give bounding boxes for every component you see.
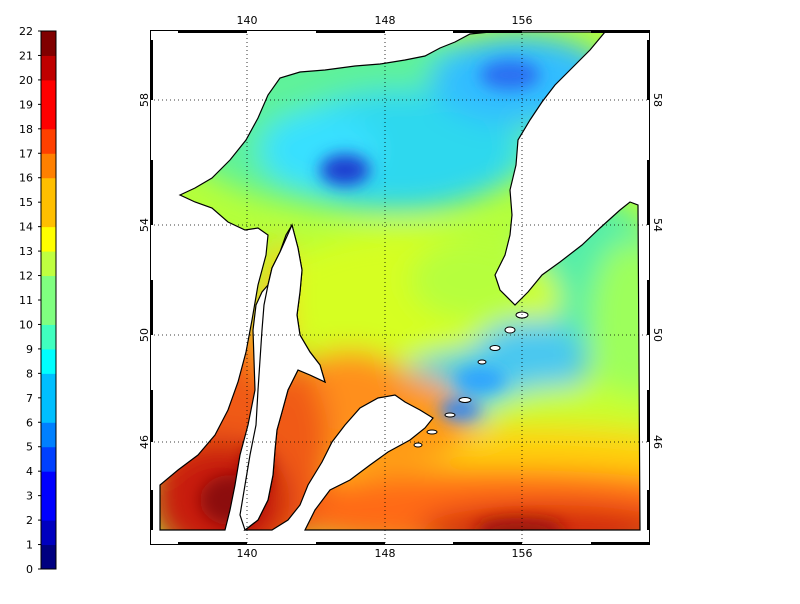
colorbar-tick-label: 4: [26, 465, 33, 478]
colorbar-tick-label: 7: [26, 392, 33, 405]
lat-tick-right-50: 50: [651, 328, 664, 342]
colorbar-tick-label: 13: [19, 245, 33, 258]
colorbar-tick-label: 3: [26, 490, 33, 503]
sakhalin-island: [239, 223, 326, 531]
lat-tick-right-54: 54: [651, 218, 664, 232]
colorbar-swatch: [41, 153, 56, 179]
colorbar-swatch: [41, 471, 56, 497]
colorbar-tick-label: 22: [19, 25, 33, 38]
colorbar-swatch: [41, 324, 56, 350]
lon-tick-bottom-148: 148: [375, 547, 396, 560]
colorbar-swatch: [41, 55, 56, 81]
colorbar-swatch: [41, 446, 56, 472]
map-svg: [150, 30, 650, 545]
colorbar-tick-label: 18: [19, 123, 33, 136]
colorbar-tick-label: 11: [19, 294, 33, 307]
colorbar-tick-label: 9: [26, 343, 33, 356]
colorbar: 22 21 20 19 18 17 16 15 14 13 12 11 10 9 8 7 6 5 4 3 2 1 0: [0, 0, 80, 600]
colorbar-tick-label: 21: [19, 49, 33, 62]
map-panel: [150, 30, 650, 545]
lon-tick-top-148: 148: [375, 14, 396, 27]
colorbar-tick-label: 16: [19, 172, 33, 185]
colorbar-swatch: [41, 495, 56, 521]
colorbar-swatch: [41, 104, 56, 130]
frame-ticks: [150, 30, 650, 545]
grid-lines: [150, 30, 650, 545]
lon-tick-top-140: 140: [237, 14, 258, 27]
colorbar-tick-label: 12: [19, 270, 33, 283]
colorbar-swatch: [41, 373, 56, 399]
colorbar-swatch: [41, 251, 56, 277]
colorbar-tick-label: 6: [26, 416, 33, 429]
colorbar-tick-label: 8: [26, 367, 33, 380]
colorbar-tick-label: 20: [19, 74, 33, 87]
lon-tick-bottom-156: 156: [512, 547, 533, 560]
colorbar-tick-label: 1: [26, 539, 33, 552]
colorbar-swatch: [41, 177, 56, 203]
colorbar-tick-label: 2: [26, 514, 33, 527]
colorbar-swatch: [41, 226, 56, 252]
colorbar-swatch: [41, 128, 56, 154]
colorbar-swatch: [41, 544, 56, 570]
colorbar-tick-label: 15: [19, 196, 33, 209]
colorbar-swatch: [41, 79, 56, 105]
kuril-islands: [413, 311, 529, 448]
colorbar-tick-label: 19: [19, 98, 33, 111]
colorbar-swatch: [41, 300, 56, 325]
colorbar-swatch: [41, 31, 56, 56]
colorbar-tick-label: 17: [19, 147, 33, 160]
lon-tick-bottom-140: 140: [237, 547, 258, 560]
lat-tick-right-46: 46: [651, 435, 664, 449]
colorbar-tick-label: 10: [19, 318, 33, 331]
colorbar-swatch: [41, 397, 56, 423]
colorbar-swatch: [41, 348, 56, 374]
colorbar-swatch: [41, 275, 56, 301]
lat-tick-right-58: 58: [651, 93, 664, 107]
colorbar-swatch: [41, 422, 56, 448]
lon-tick-top-156: 156: [512, 14, 533, 27]
colorbar-tick-label: 0: [26, 563, 33, 576]
colorbar-swatch: [41, 202, 56, 228]
colorbar-swatch: [41, 520, 56, 546]
colorbar-tick-label: 14: [19, 221, 33, 234]
colorbar-tick-label: 5: [26, 441, 33, 454]
